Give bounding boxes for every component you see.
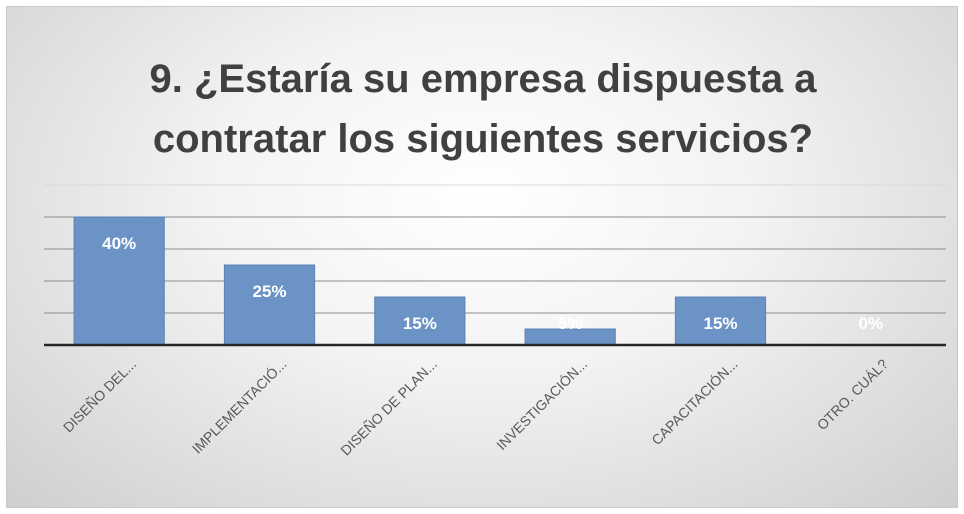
data-label-1: 25% xyxy=(252,282,286,301)
category-label-5: OTRO. CUÁL? xyxy=(814,356,891,433)
category-label-2: DISEÑO DE PLAN... xyxy=(337,356,440,459)
data-label-4: 15% xyxy=(703,314,737,333)
bar-4 xyxy=(674,296,767,346)
bar-2 xyxy=(374,296,466,346)
bar-1 xyxy=(223,264,316,346)
category-label-0: DISEÑO DEL... xyxy=(60,356,140,436)
category-label-3: INVESTIGACIÓN... xyxy=(493,356,590,453)
category-label-1: IMPLEMENTACIÓ... xyxy=(189,356,290,457)
data-label-5: 0% xyxy=(859,314,884,333)
chart-title-line-1: 9. ¿Estaría su empresa dispuesta a xyxy=(149,57,817,101)
chart-title: 9. ¿Estaría su empresa dispuesta a contr… xyxy=(7,49,959,169)
bar-0 xyxy=(73,216,165,346)
data-label-2: 15% xyxy=(403,314,437,333)
chart-title-line-2: contratar los siguientes servicios? xyxy=(152,117,814,161)
category-label-4: CAPACITACIÓN... xyxy=(648,356,740,448)
data-label-0: 40% xyxy=(102,234,136,253)
data-label-3: 5% xyxy=(558,314,583,333)
